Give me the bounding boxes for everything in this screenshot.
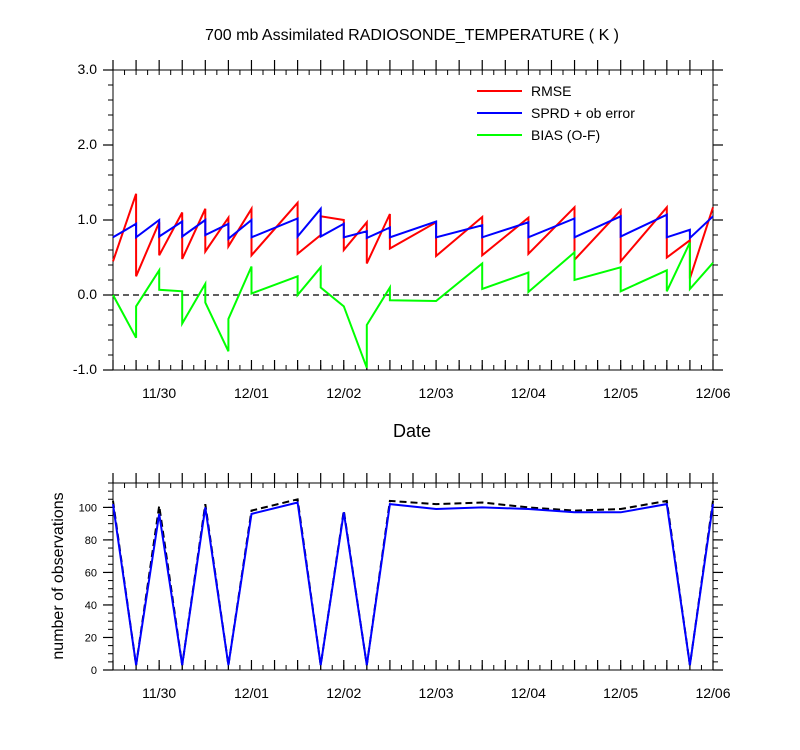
y-tick-label: 0 bbox=[91, 665, 97, 677]
x-tick-label: 12/01 bbox=[234, 385, 269, 401]
x-tick-label: 12/06 bbox=[695, 685, 730, 701]
y-tick-label: 80 bbox=[85, 535, 97, 547]
chart-title: 700 mb Assimilated RADIOSONDE_TEMPERATUR… bbox=[205, 27, 619, 44]
y-tick-label: 2.0 bbox=[78, 136, 98, 152]
x-tick-label: 11/30 bbox=[142, 685, 176, 701]
x-tick-label: 12/05 bbox=[603, 685, 638, 701]
x-tick-label: 11/30 bbox=[142, 385, 176, 401]
y-tick-label: 20 bbox=[85, 632, 97, 644]
series-line-possible bbox=[112, 498, 714, 666]
y-tick-label: 100 bbox=[79, 502, 97, 514]
x-tick-label: 12/04 bbox=[511, 685, 546, 701]
x-axis-label: Date bbox=[393, 421, 431, 441]
bottom-chart-plot-area: 11/30 12/01 12/02 12/03 12/04 12/05 12/06 0 20 40… bbox=[79, 473, 731, 701]
x-tick-label: 12/04 bbox=[511, 385, 546, 401]
legend: RMSE SPRD + ob error BIAS (O-F) bbox=[477, 83, 635, 143]
x-tick-label: 12/01 bbox=[234, 685, 269, 701]
top-chart-plot-area: 11/30 12/01 12/02 12/03 12/04 12/05 12/06 -1.0 0… bbox=[73, 60, 731, 401]
y-tick-label: 40 bbox=[85, 600, 97, 612]
y-tick-label: 1.0 bbox=[78, 211, 98, 227]
series-line-sprd-ob-error bbox=[112, 206, 714, 241]
bottom-chart-series bbox=[112, 498, 714, 666]
top-chart-ticks: 11/30 12/01 12/02 12/03 12/04 12/05 12/06 -1.0 0… bbox=[73, 60, 731, 401]
legend-label: RMSE bbox=[531, 83, 571, 99]
y-tick-label: -1.0 bbox=[73, 361, 97, 377]
x-tick-label: 12/02 bbox=[326, 685, 361, 701]
series-line-rmse bbox=[112, 193, 714, 279]
x-tick-label: 12/03 bbox=[419, 685, 454, 701]
series-line-bias-o-f bbox=[112, 242, 714, 369]
legend-label: BIAS (O-F) bbox=[531, 127, 600, 143]
y-tick-label: 0.0 bbox=[78, 286, 98, 302]
x-tick-label: 12/02 bbox=[326, 385, 361, 401]
legend-label: SPRD + ob error bbox=[531, 105, 635, 121]
x-tick-label: 12/06 bbox=[695, 385, 730, 401]
bottom-chart-ticks: 11/30 12/01 12/02 12/03 12/04 12/05 12/06 0 20 40… bbox=[79, 473, 731, 701]
top-chart-series bbox=[112, 193, 714, 369]
series-line-assimilated bbox=[112, 501, 714, 666]
y-tick-label: 3.0 bbox=[78, 61, 98, 77]
x-tick-label: 12/03 bbox=[419, 385, 454, 401]
y-axis-label: number of observations bbox=[50, 492, 67, 659]
x-tick-label: 12/05 bbox=[603, 385, 638, 401]
y-tick-label: 60 bbox=[85, 567, 97, 579]
